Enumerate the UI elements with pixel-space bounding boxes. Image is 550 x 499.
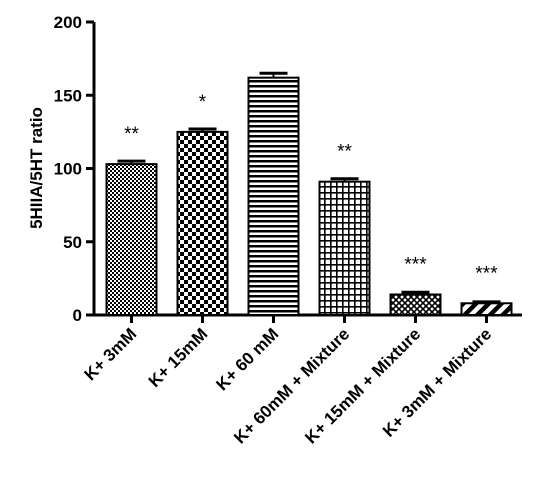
bar xyxy=(176,130,229,316)
significance-label: ** xyxy=(337,142,352,163)
y-axis-title: 5HIIA/5HT ratio xyxy=(27,107,46,229)
x-category-label: K+ 3mM xyxy=(80,324,140,384)
significance-label: ** xyxy=(124,124,139,145)
bar xyxy=(105,163,158,316)
x-category-label: K+ 60mM + Mixture xyxy=(230,324,353,447)
bar xyxy=(389,293,442,316)
bar xyxy=(247,76,300,316)
x-category-label: K+ 60 mM xyxy=(212,324,282,394)
bars xyxy=(105,71,513,316)
significance-label: *** xyxy=(475,263,498,284)
y-tick-label: 150 xyxy=(54,86,82,105)
significance-label: *** xyxy=(404,254,427,275)
bar xyxy=(460,302,513,316)
x-category-label: K+ 15mM + Mixture xyxy=(301,324,424,447)
y-tick-label: 200 xyxy=(54,13,82,32)
x-category-label: K+ 15mM xyxy=(145,324,212,391)
significance-label: * xyxy=(199,92,207,113)
axes: 0 50 100 150 200 xyxy=(54,13,522,325)
bar xyxy=(318,180,371,316)
y-tick-label: 100 xyxy=(54,160,82,179)
y-tick-label: 0 xyxy=(73,306,82,325)
y-tick-label: 50 xyxy=(63,233,82,252)
